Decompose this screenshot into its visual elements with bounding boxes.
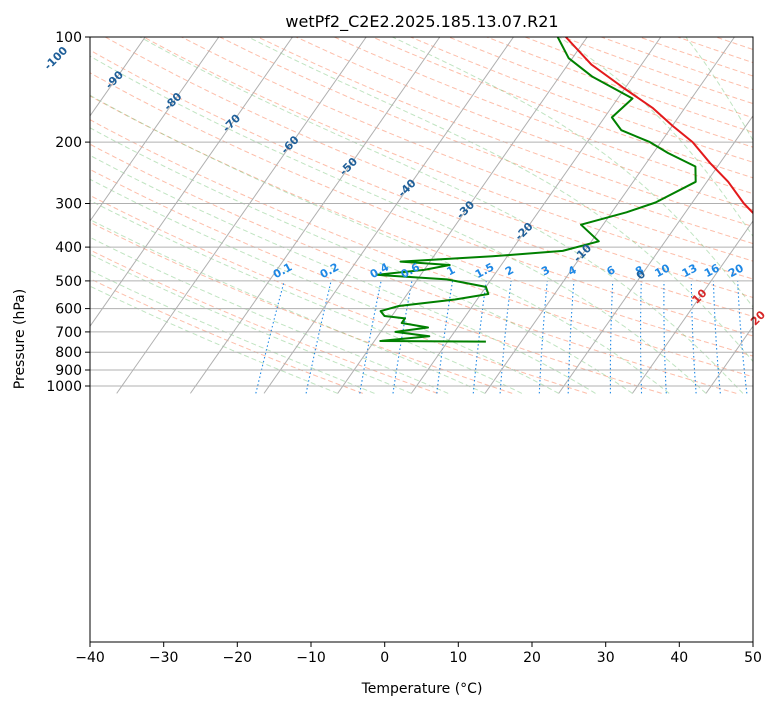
x-tick-label: −40 [75,650,105,666]
isotherm [189,37,441,394]
dry-adiabat [333,37,753,195]
y-tick-label: 200 [55,135,82,151]
mixing-ratio-line [359,280,382,394]
isotherm [263,37,514,394]
chart-title: wetPf2_C2E2.2025.185.13.07.R21 [285,12,558,32]
isotherm [410,37,662,394]
dry-adiabat [90,72,753,337]
dry-adiabat [181,37,753,262]
moist-adiabat [90,253,412,394]
x-tick-label: 20 [523,650,541,666]
mixing-ratio-label: 20 [726,261,746,280]
temperature-profile [565,37,753,215]
dry-adiabat [257,37,753,228]
mixing-ratio-line [392,280,413,394]
y-tick-label: 700 [55,325,82,341]
dry-adiabat [90,168,662,394]
moist-adiabat [90,269,375,394]
x-tick-label: 0 [380,650,389,666]
x-tick-label: −10 [296,650,326,666]
dry-adiabat [219,37,753,245]
mixing-ratio-label: 16 [702,261,722,280]
x-tick-label: 40 [670,650,688,666]
y-axis-label: Pressure (hPa) [12,289,28,389]
moist-adiabat [247,37,753,363]
moist-adiabat [90,219,486,394]
profile-lines [375,37,753,343]
y-tick-label: 500 [55,274,82,290]
moist-adiabat [90,94,670,394]
isotherm [90,37,220,222]
isotherm [337,37,588,394]
isotherm [631,220,753,394]
isotherm [705,325,753,394]
isotherm [116,37,367,394]
moist-adiabat [90,178,559,394]
x-tick-label: −20 [223,650,253,666]
isotherm [90,37,293,328]
y-tick-label: 100 [55,30,82,46]
y-tick-label: 900 [55,363,82,379]
moist-adiabat [90,154,596,394]
moist-adiabat [90,127,633,394]
dry-adiabat [90,249,438,394]
moist-adiabat [139,37,744,394]
dry-adiabat [90,95,753,357]
x-axis: −40 −30 −20 −10 0 10 20 30 40 50 [75,642,762,666]
y-tick-label: 300 [55,197,82,213]
y-tick-label: 1000 [46,379,82,395]
moist-adiabat [392,37,753,308]
x-tick-label: −30 [149,650,179,666]
moist-adiabat [90,285,338,394]
background-lines [90,37,753,394]
dry-adiabat [90,143,737,394]
dewpoint-profile [375,37,697,343]
x-axis-label: Temperature (°C) [361,681,483,697]
isotherm [558,114,753,394]
dry-adiabat [90,49,753,318]
plot-frame [89,36,754,643]
isotherm [90,37,146,117]
dry-adiabat [90,278,363,394]
y-tick-label: 400 [55,240,82,256]
dry-adiabat [90,119,753,378]
mixing-ratio-label: 13 [680,261,700,280]
dry-adiabat [143,37,753,280]
x-tick-label: 50 [744,650,762,666]
y-tick-label: 800 [55,345,82,361]
isotherm [484,37,735,394]
x-tick-label: 30 [597,650,615,666]
y-tick-label: 600 [55,302,82,318]
dry-adiabat [295,37,753,211]
moist-adiabat [90,199,523,394]
x-tick-label: 10 [449,650,467,666]
mixing-ratio-label: 10 [653,261,673,280]
